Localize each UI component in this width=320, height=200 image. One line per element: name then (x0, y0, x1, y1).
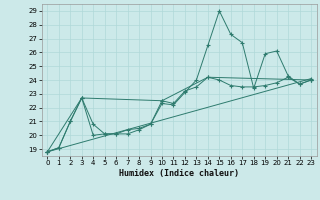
X-axis label: Humidex (Indice chaleur): Humidex (Indice chaleur) (119, 169, 239, 178)
